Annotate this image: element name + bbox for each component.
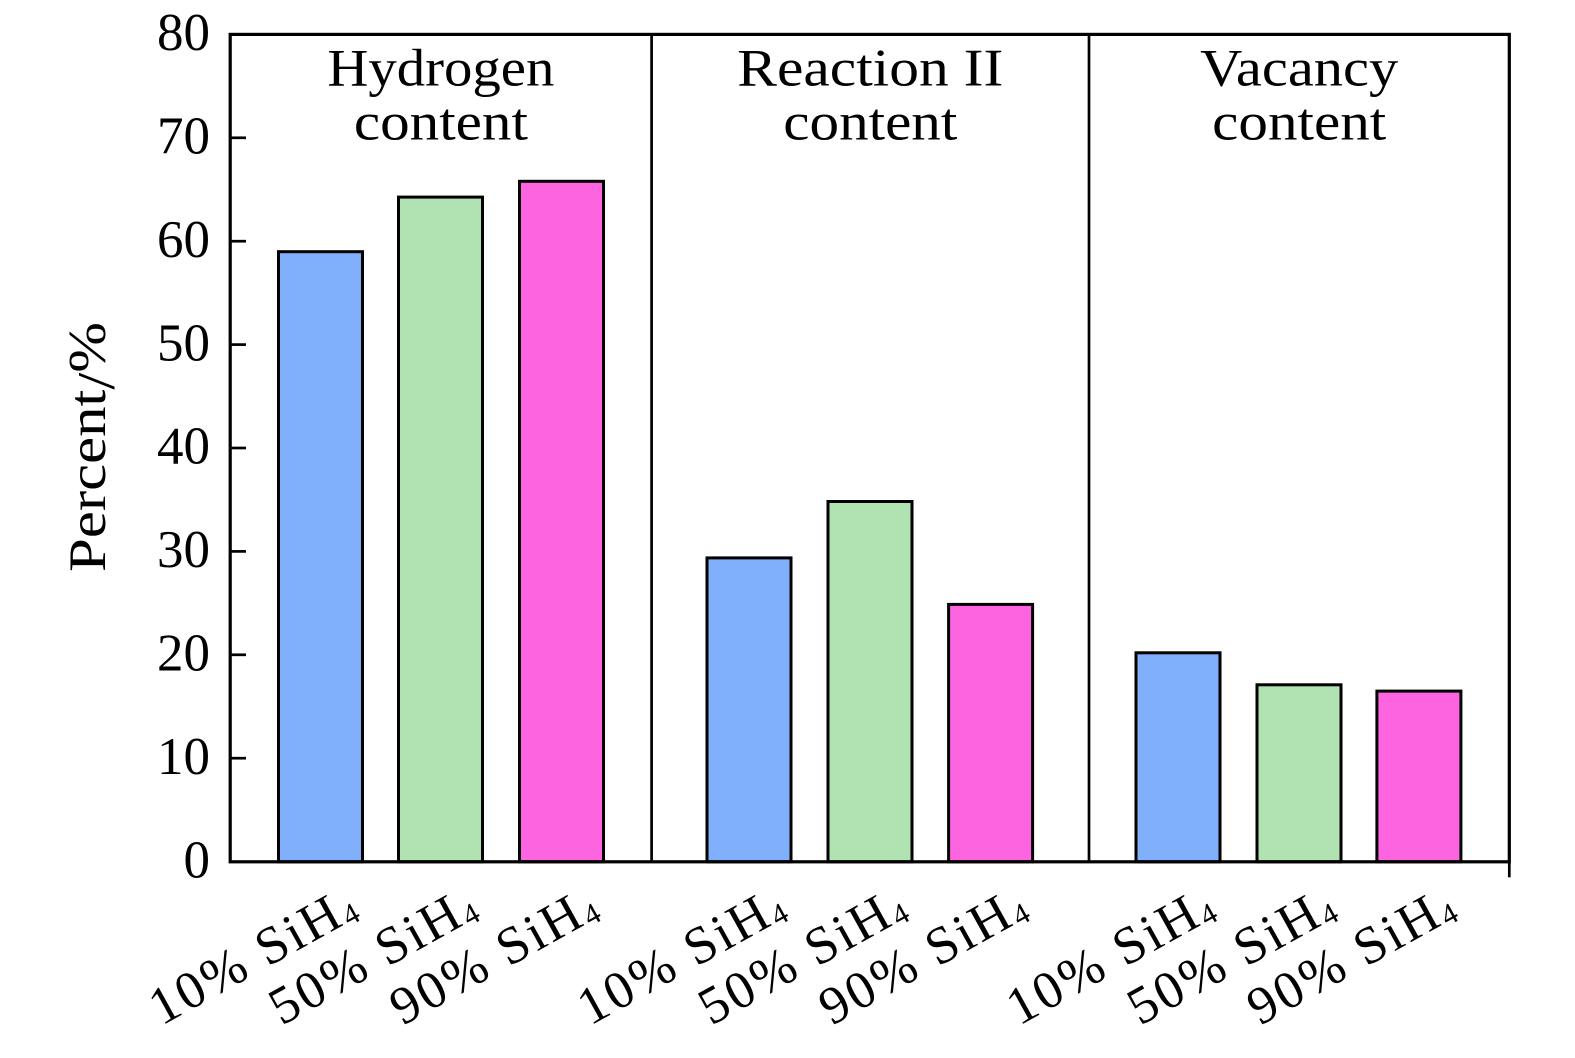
svg-text:Vacancy: Vacancy <box>1200 40 1399 98</box>
svg-text:10: 10 <box>157 728 210 786</box>
svg-text:content: content <box>354 94 528 152</box>
svg-text:0: 0 <box>184 832 211 890</box>
svg-text:60: 60 <box>157 211 210 269</box>
svg-text:70: 70 <box>157 108 210 166</box>
svg-text:Percent/%: Percent/% <box>59 322 126 572</box>
svg-text:50: 50 <box>157 314 210 372</box>
svg-text:80: 80 <box>157 4 210 62</box>
svg-text:Hydrogen: Hydrogen <box>327 40 554 98</box>
svg-text:content: content <box>1212 94 1386 152</box>
svg-text:40: 40 <box>157 418 210 476</box>
svg-text:content: content <box>783 94 957 152</box>
svg-text:Reaction II: Reaction II <box>737 40 1003 98</box>
svg-text:30: 30 <box>157 521 210 579</box>
svg-text:20: 20 <box>157 625 210 683</box>
